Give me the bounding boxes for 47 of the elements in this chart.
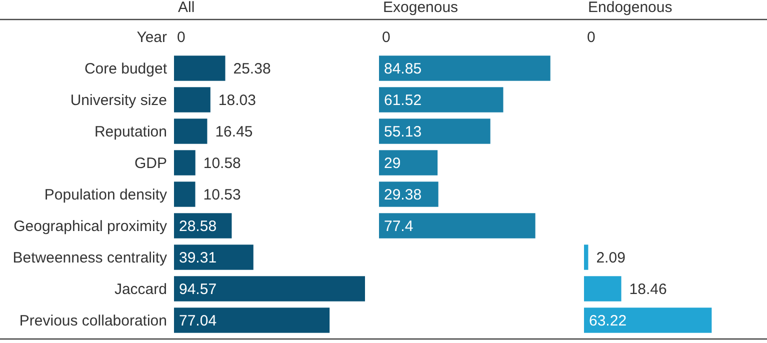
bar (174, 150, 196, 176)
data-label: 77.4 (384, 218, 414, 235)
data-label: 77.04 (179, 312, 217, 330)
bar (174, 182, 196, 207)
data-label: 18.03 (218, 92, 256, 109)
y-tick-label: Betweenness centrality (12, 250, 168, 266)
y-tick-label: Population density (44, 186, 168, 204)
bar (174, 244, 254, 270)
y-tick-label: University size (70, 92, 167, 109)
bar (174, 308, 330, 333)
data-label: 10.53 (203, 186, 241, 204)
data-label: 28.58 (179, 218, 217, 235)
chart-title: Endogenous (588, 0, 672, 16)
bar (174, 87, 210, 112)
bar (379, 213, 536, 238)
data-label: 94.57 (179, 281, 217, 298)
bar (379, 118, 490, 144)
bar (174, 56, 226, 81)
data-label: 55.13 (384, 124, 422, 140)
data-label: 63.22 (589, 312, 627, 330)
data-label: 0 (177, 29, 186, 46)
y-tick-label: Reputation (94, 124, 167, 140)
data-label: 0 (587, 29, 596, 46)
data-label: 10.58 (203, 155, 241, 172)
y-tick-label: Geographical proximity (14, 218, 168, 235)
data-label: 29 (384, 155, 401, 172)
y-tick-label: Jaccard (114, 281, 167, 298)
data-label: 16.45 (215, 124, 253, 140)
y-tick-label: Year (136, 29, 167, 46)
bar (174, 118, 208, 144)
bar (379, 56, 550, 81)
chart-title: Exogenous (383, 0, 458, 16)
y-tick-label: Core budget (84, 60, 168, 78)
bar (379, 87, 504, 112)
bar (174, 276, 365, 302)
y-tick-label: Previous collaboration (19, 312, 167, 330)
data-label: 61.52 (384, 92, 422, 109)
data-label: 0 (382, 29, 390, 46)
data-label: 84.85 (384, 60, 422, 78)
data-label: 29.38 (384, 186, 422, 204)
data-label: 18.46 (629, 281, 667, 298)
bar (379, 150, 438, 176)
data-label: 39.31 (179, 250, 217, 266)
chart-title: All (178, 0, 195, 16)
data-label: 2.09 (596, 250, 626, 266)
y-tick-label: GDP (134, 155, 167, 172)
data-label: 25.38 (233, 60, 271, 78)
